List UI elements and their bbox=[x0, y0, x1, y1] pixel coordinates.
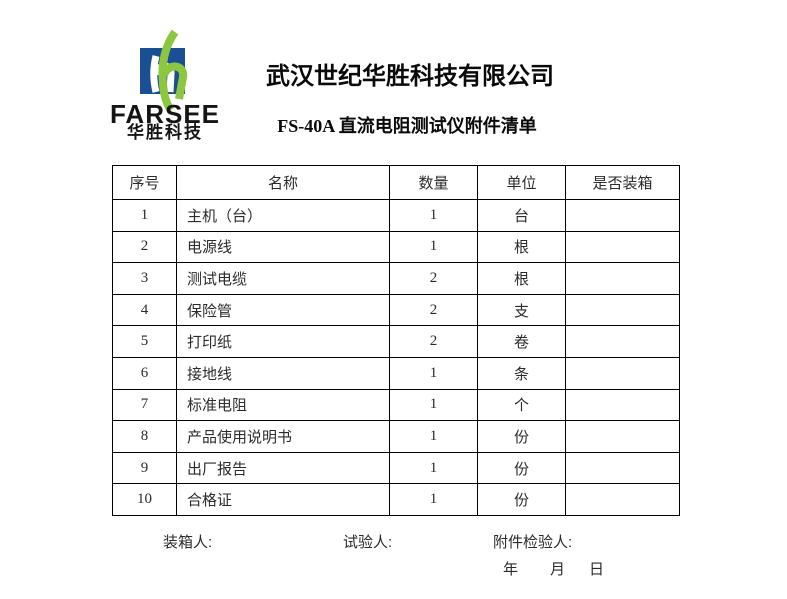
col-header-qty: 数量 bbox=[389, 165, 478, 200]
cell-unit: 条 bbox=[477, 356, 566, 390]
cell-packed bbox=[565, 325, 680, 358]
table-row: 1 主机（台） 1 台 bbox=[112, 199, 680, 232]
table-row: 8 产品使用说明书 1 份 bbox=[112, 420, 680, 453]
cell-name: 产品使用说明书 bbox=[176, 420, 390, 453]
date-line: 年月日 bbox=[503, 562, 604, 577]
cell-qty: 2 bbox=[389, 262, 478, 295]
table-row: 3 测试电缆 2 根 bbox=[112, 262, 680, 295]
cell-no: 7 bbox=[112, 388, 177, 422]
cell-no: 5 bbox=[112, 325, 177, 358]
cell-name: 测试电缆 bbox=[176, 262, 390, 295]
cell-packed bbox=[565, 356, 680, 390]
cell-name: 接地线 bbox=[176, 356, 390, 390]
cell-no: 4 bbox=[112, 293, 177, 327]
cell-qty: 1 bbox=[389, 420, 478, 453]
cell-qty: 1 bbox=[389, 483, 478, 516]
farsee-logo-icon bbox=[140, 29, 188, 113]
cell-name: 保险管 bbox=[176, 293, 390, 327]
cell-no: 1 bbox=[112, 199, 177, 232]
cell-name: 出厂报告 bbox=[176, 451, 390, 485]
cell-qty: 1 bbox=[389, 451, 478, 485]
cell-no: 2 bbox=[112, 230, 177, 264]
table-row: 4 保险管 2 支 bbox=[112, 293, 680, 327]
page-title: FS-40A 直流电阻测试仪附件清单 bbox=[277, 116, 537, 136]
cell-unit: 根 bbox=[477, 262, 566, 295]
year-label: 年 bbox=[503, 561, 519, 578]
table-row: 9 出厂报告 1 份 bbox=[112, 451, 680, 485]
cell-no: 8 bbox=[112, 420, 177, 453]
cell-no: 6 bbox=[112, 356, 177, 390]
cell-packed bbox=[565, 262, 680, 295]
cell-name: 合格证 bbox=[176, 483, 390, 516]
table-header-row: 序号 名称 数量 单位 是否装箱 bbox=[112, 165, 680, 200]
table-row: 2 电源线 1 根 bbox=[112, 230, 680, 264]
accessory-table: 序号 名称 数量 单位 是否装箱 1 主机（台） 1 台 2 电源线 1 根 3 测试电缆 2 根 4 保… bbox=[112, 165, 680, 516]
col-header-name: 名称 bbox=[176, 165, 390, 200]
cell-packed bbox=[565, 420, 680, 453]
cell-unit: 卷 bbox=[477, 325, 566, 358]
company-name-title: 武汉世纪华胜科技有限公司 bbox=[266, 63, 554, 90]
cell-qty: 1 bbox=[389, 388, 478, 422]
cell-name: 主机（台） bbox=[176, 199, 390, 232]
cell-packed bbox=[565, 293, 680, 327]
col-header-packed: 是否装箱 bbox=[565, 165, 680, 200]
table-row: 7 标准电阻 1 个 bbox=[112, 388, 680, 422]
cell-name: 电源线 bbox=[176, 230, 390, 264]
cell-packed bbox=[565, 199, 680, 232]
cell-unit: 份 bbox=[477, 451, 566, 485]
col-header-unit: 单位 bbox=[477, 165, 566, 200]
cell-no: 3 bbox=[112, 262, 177, 295]
cell-no: 10 bbox=[112, 483, 177, 516]
cell-unit: 份 bbox=[477, 420, 566, 453]
col-header-no: 序号 bbox=[112, 165, 177, 200]
cell-packed bbox=[565, 483, 680, 516]
cell-packed bbox=[565, 230, 680, 264]
brand-name: FARSEE bbox=[109, 99, 221, 129]
cell-qty: 2 bbox=[389, 325, 478, 358]
brand-name-chinese: 华胜科技 bbox=[127, 123, 203, 142]
cell-unit: 根 bbox=[477, 230, 566, 264]
cell-unit: 个 bbox=[477, 388, 566, 422]
cell-unit: 支 bbox=[477, 293, 566, 327]
logo-green-leaf-h bbox=[158, 29, 188, 113]
cell-name: 打印纸 bbox=[176, 325, 390, 358]
packer-label: 装箱人: bbox=[163, 534, 213, 551]
table-row: 6 接地线 1 条 bbox=[112, 356, 680, 390]
cell-qty: 2 bbox=[389, 293, 478, 327]
cell-qty: 1 bbox=[389, 356, 478, 390]
cell-qty: 1 bbox=[389, 199, 478, 232]
cell-name: 标准电阻 bbox=[176, 388, 390, 422]
table-row: 10 合格证 1 份 bbox=[112, 483, 680, 516]
company-logo: FARSEE 华胜科技 bbox=[100, 20, 230, 150]
cell-unit: 份 bbox=[477, 483, 566, 516]
cell-packed bbox=[565, 388, 680, 422]
inspector-label: 附件检验人: bbox=[493, 534, 573, 551]
cell-unit: 台 bbox=[477, 199, 566, 232]
day-label: 日 bbox=[589, 561, 605, 578]
cell-packed bbox=[565, 451, 680, 485]
tester-label: 试验人: bbox=[343, 534, 393, 551]
cell-no: 9 bbox=[112, 451, 177, 485]
month-label: 月 bbox=[550, 561, 566, 578]
table-row: 5 打印纸 2 卷 bbox=[112, 325, 680, 358]
cell-qty: 1 bbox=[389, 230, 478, 264]
